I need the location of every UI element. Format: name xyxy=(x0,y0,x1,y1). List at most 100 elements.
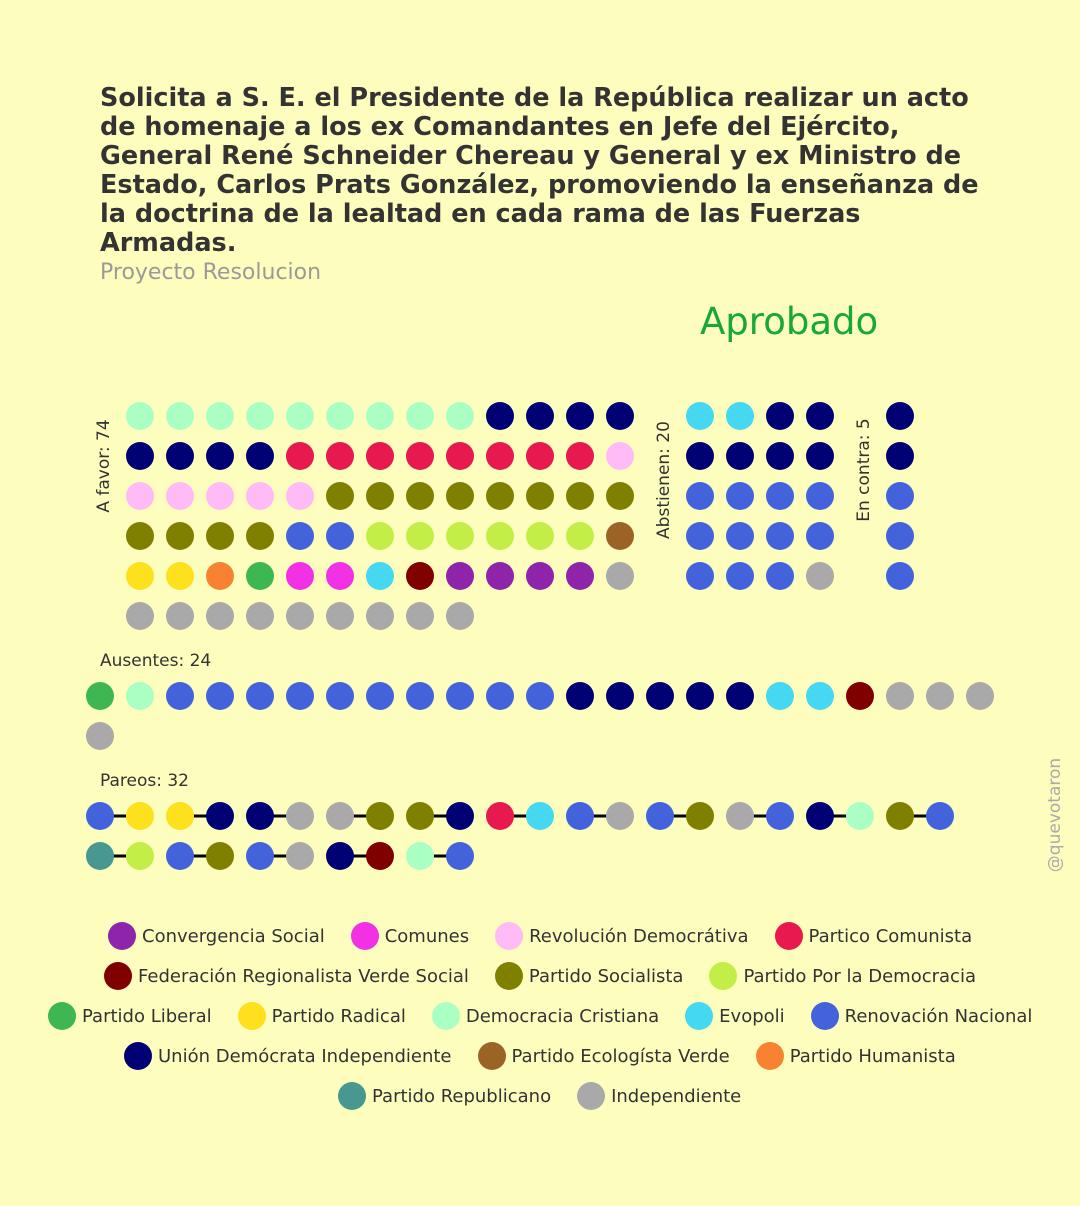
vote-dot-a-favor-independiente xyxy=(126,602,154,630)
vote-dot-a-favor-revolucion-democrativa xyxy=(206,482,234,510)
vote-dot-pareos-union-democrata-independiente xyxy=(206,802,234,830)
vote-dot-abstienen-renovacion-nacional xyxy=(806,482,834,510)
vote-dot-abstienen-union-democrata-independiente xyxy=(766,442,794,470)
vote-dot-ausentes-evopoli xyxy=(766,682,794,710)
vote-dot-pareos-partico-comunista xyxy=(486,802,514,830)
vote-dot-a-favor-partido-por-la-democracia xyxy=(406,522,434,550)
vote-dot-ausentes-democracia-cristiana xyxy=(126,682,154,710)
vote-dot-pareos-partido-socialista xyxy=(406,802,434,830)
vote-dot-a-favor-democracia-cristiana xyxy=(326,402,354,430)
legend-item-democracia-cristiana: Democracia Cristiana xyxy=(431,1002,660,1030)
legend-swatch xyxy=(477,1042,506,1070)
legend-item-partido-humanista: Partido Humanista xyxy=(755,1042,956,1070)
legend-label: Federación Regionalista Verde Social xyxy=(138,965,469,987)
vote-dot-abstienen-union-democrata-independiente xyxy=(806,442,834,470)
vote-dot-a-favor-revolucion-democrativa xyxy=(606,442,634,470)
vote-dot-ausentes-renovacion-nacional xyxy=(246,682,274,710)
legend-label: Evopoli xyxy=(719,1005,785,1027)
vote-dot-a-favor-partido-liberal xyxy=(246,562,274,590)
legend-swatch xyxy=(495,922,524,950)
vote-dot-pareos-union-democrata-independiente xyxy=(246,802,274,830)
vote-dot-ausentes-independiente xyxy=(886,682,914,710)
vote-dot-pareos-union-democrata-independiente xyxy=(806,802,834,830)
vote-dot-a-favor-union-democrata-independiente xyxy=(566,402,594,430)
vote-dot-ausentes-renovacion-nacional xyxy=(206,682,234,710)
legend-swatch xyxy=(237,1002,266,1030)
vote-dot-a-favor-renovacion-nacional xyxy=(286,522,314,550)
legend-item-partico-comunista: Partico Comunista xyxy=(774,922,973,950)
vote-dot-a-favor-partido-socialista xyxy=(206,522,234,550)
vote-dot-a-favor-partido-socialista xyxy=(366,482,394,510)
vote-dot-a-favor-renovacion-nacional xyxy=(326,522,354,550)
vote-dot-a-favor-partido-radical xyxy=(166,562,194,590)
vote-dot-pareos-renovacion-nacional xyxy=(246,842,274,870)
vote-dot-abstienen-renovacion-nacional xyxy=(726,522,754,550)
pareos-label: Pareos: 32 xyxy=(100,771,190,791)
vote-dot-pareos-independiente xyxy=(726,802,754,830)
vote-dot-a-favor-democracia-cristiana xyxy=(166,402,194,430)
vote-dot-a-favor-evopoli xyxy=(366,562,394,590)
vote-dot-pareos-renovacion-nacional xyxy=(766,802,794,830)
vote-dot-a-favor-democracia-cristiana xyxy=(366,402,394,430)
vote-dot-ausentes-independiente xyxy=(86,722,114,750)
legend-label: Partido Liberal xyxy=(82,1005,212,1027)
vote-dot-a-favor-partido-por-la-democracia xyxy=(446,522,474,550)
vote-dot-a-favor-democracia-cristiana xyxy=(406,402,434,430)
bill-type: Proyecto Resolucion xyxy=(100,260,322,285)
vote-dot-a-favor-independiente xyxy=(246,602,274,630)
vote-dot-pareos-renovacion-nacional xyxy=(926,802,954,830)
legend-label: Partido Humanista xyxy=(789,1045,956,1067)
vote-dot-a-favor-democracia-cristiana xyxy=(246,402,274,430)
vote-dot-a-favor-federacion-regionalista-verde-social xyxy=(406,562,434,590)
legend-swatch xyxy=(755,1042,784,1070)
vote-dot-abstienen-renovacion-nacional xyxy=(686,482,714,510)
vote-dot-a-favor-partico-comunista xyxy=(486,442,514,470)
vote-dot-a-favor-partido-ecologista-verde xyxy=(606,522,634,550)
legend-label: Partido Por la Democracia xyxy=(743,965,976,987)
vote-dot-a-favor-partido-socialista xyxy=(246,522,274,550)
vote-dot-en-contra-union-democrata-independiente xyxy=(886,442,914,470)
vote-dot-a-favor-democracia-cristiana xyxy=(286,402,314,430)
vote-dot-pareos-democracia-cristiana xyxy=(846,802,874,830)
legend-label: Partido Ecologísta Verde xyxy=(511,1045,730,1067)
vote-dot-pareos-independiente xyxy=(286,842,314,870)
legend-swatch xyxy=(124,1042,152,1070)
vote-dot-pareos-partido-radical xyxy=(166,802,194,830)
legend-item-comunes: Comunes xyxy=(350,922,470,950)
vote-dot-abstienen-renovacion-nacional xyxy=(766,482,794,510)
vote-dot-pareos-independiente xyxy=(606,802,634,830)
vote-dot-a-favor-independiente xyxy=(166,602,194,630)
legend-item-union-democrata-independiente: Unión Demócrata Independiente xyxy=(124,1042,452,1070)
vote-dot-abstienen-renovacion-nacional xyxy=(806,522,834,550)
vote-dot-a-favor-union-democrata-independiente xyxy=(486,402,514,430)
vote-dot-a-favor-independiente xyxy=(406,602,434,630)
legend-label: Comunes xyxy=(384,925,470,947)
vote-dot-abstienen-union-democrata-independiente xyxy=(726,442,754,470)
vote-dot-pareos-partido-socialista xyxy=(686,802,714,830)
vote-dot-a-favor-partico-comunista xyxy=(446,442,474,470)
vote-dot-a-favor-partido-por-la-democracia xyxy=(366,522,394,550)
legend-item-partido-liberal: Partido Liberal xyxy=(48,1002,212,1030)
legend-item-partido-radical: Partido Radical xyxy=(237,1002,406,1030)
legend-label: Partido Socialista xyxy=(528,965,684,987)
vote-dot-pareos-renovacion-nacional xyxy=(166,842,194,870)
vote-dot-ausentes-federacion-regionalista-verde-social xyxy=(846,682,874,710)
vote-dot-ausentes-independiente xyxy=(966,682,994,710)
legend-item-renovacion-nacional: Renovación Nacional xyxy=(810,1002,1032,1030)
vote-dot-a-favor-partido-por-la-democracia xyxy=(486,522,514,550)
vote-dot-ausentes-renovacion-nacional xyxy=(446,682,474,710)
vote-dot-abstienen-renovacion-nacional xyxy=(766,562,794,590)
legend-item-revolucion-democrativa: Revolución Democrátiva xyxy=(495,922,749,950)
vote-dot-abstienen-renovacion-nacional xyxy=(726,482,754,510)
vote-dot-a-favor-independiente xyxy=(366,602,394,630)
legend-swatch xyxy=(350,922,379,950)
legend-label: Partico Comunista xyxy=(808,925,973,947)
legend-swatch xyxy=(108,922,136,950)
vote-dot-a-favor-partido-socialista xyxy=(126,522,154,550)
vote-dot-ausentes-renovacion-nacional xyxy=(406,682,434,710)
legend-swatch xyxy=(431,1002,460,1030)
legend-label: Unión Demócrata Independiente xyxy=(158,1045,452,1067)
vote-dot-pareos-renovacion-nacional xyxy=(566,802,594,830)
legend-label: Democracia Cristiana xyxy=(465,1005,660,1027)
vote-dot-abstienen-union-democrata-independiente xyxy=(686,442,714,470)
